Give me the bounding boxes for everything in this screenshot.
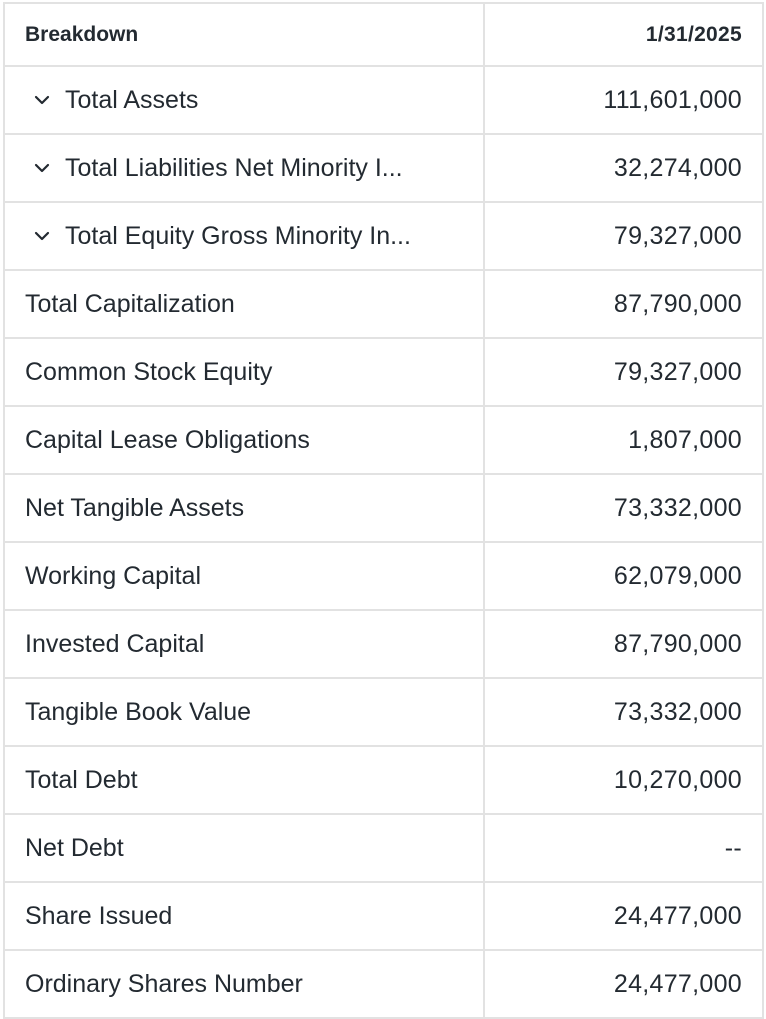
chevron-down-icon[interactable] bbox=[33, 91, 51, 109]
table-row: Capital Lease Obligations 1,807,000 bbox=[5, 407, 762, 475]
table-row: Working Capital 62,079,000 bbox=[5, 543, 762, 611]
row-value: 32,274,000 bbox=[613, 153, 742, 182]
table-row: Ordinary Shares Number 24,477,000 bbox=[5, 951, 762, 1019]
table-row: Net Debt -- bbox=[5, 815, 762, 883]
row-label: Capital Lease Obligations bbox=[5, 407, 485, 473]
row-value: 111,601,000 bbox=[603, 85, 742, 114]
row-label: Total Debt bbox=[5, 747, 485, 813]
row-label: Total Assets bbox=[65, 85, 199, 114]
row-label: Total Capitalization bbox=[5, 271, 485, 337]
row-label: Total Liabilities Net Minority I... bbox=[65, 153, 403, 182]
row-toggle-total-equity[interactable]: Total Equity Gross Minority In... bbox=[5, 203, 485, 269]
row-label: Ordinary Shares Number bbox=[5, 951, 485, 1017]
row-value: 73,332,000 bbox=[613, 697, 742, 726]
table-row: Total Liabilities Net Minority I... 32,2… bbox=[5, 135, 762, 203]
row-label: Common Stock Equity bbox=[5, 339, 485, 405]
row-value: 73,332,000 bbox=[613, 493, 742, 522]
row-value: 62,079,000 bbox=[613, 561, 742, 590]
row-label: Net Debt bbox=[5, 815, 485, 881]
row-value: 87,790,000 bbox=[613, 629, 742, 658]
breakdown-header: Breakdown bbox=[5, 4, 485, 65]
row-value: 79,327,000 bbox=[613, 221, 742, 250]
balance-sheet-table: Breakdown 1/31/2025 Total Assets 111,601… bbox=[3, 2, 764, 1019]
row-label: Total Equity Gross Minority In... bbox=[65, 221, 411, 250]
table-header-row: Breakdown 1/31/2025 bbox=[5, 4, 762, 67]
table-row: Total Capitalization 87,790,000 bbox=[5, 271, 762, 339]
chevron-down-icon[interactable] bbox=[33, 159, 51, 177]
row-label: Working Capital bbox=[5, 543, 485, 609]
row-value: 24,477,000 bbox=[613, 901, 742, 930]
table-row: Total Assets 111,601,000 bbox=[5, 67, 762, 135]
row-label: Net Tangible Assets bbox=[5, 475, 485, 541]
table-row: Total Debt 10,270,000 bbox=[5, 747, 762, 815]
date-column-header: 1/31/2025 bbox=[645, 22, 742, 46]
chevron-down-icon[interactable] bbox=[33, 227, 51, 245]
row-value: 10,270,000 bbox=[613, 765, 742, 794]
row-value: -- bbox=[724, 833, 742, 862]
row-value: 87,790,000 bbox=[613, 289, 742, 318]
row-label: Invested Capital bbox=[5, 611, 485, 677]
table-row: Tangible Book Value 73,332,000 bbox=[5, 679, 762, 747]
row-toggle-total-liabilities[interactable]: Total Liabilities Net Minority I... bbox=[5, 135, 485, 201]
table-row: Net Tangible Assets 73,332,000 bbox=[5, 475, 762, 543]
row-value: 79,327,000 bbox=[613, 357, 742, 386]
row-value: 24,477,000 bbox=[613, 969, 742, 998]
row-label: Tangible Book Value bbox=[5, 679, 485, 745]
table-row: Total Equity Gross Minority In... 79,327… bbox=[5, 203, 762, 271]
table-row: Common Stock Equity 79,327,000 bbox=[5, 339, 762, 407]
table-row: Invested Capital 87,790,000 bbox=[5, 611, 762, 679]
row-label: Share Issued bbox=[5, 883, 485, 949]
row-toggle-total-assets[interactable]: Total Assets bbox=[5, 67, 485, 133]
table-row: Share Issued 24,477,000 bbox=[5, 883, 762, 951]
row-value: 1,807,000 bbox=[628, 425, 742, 454]
